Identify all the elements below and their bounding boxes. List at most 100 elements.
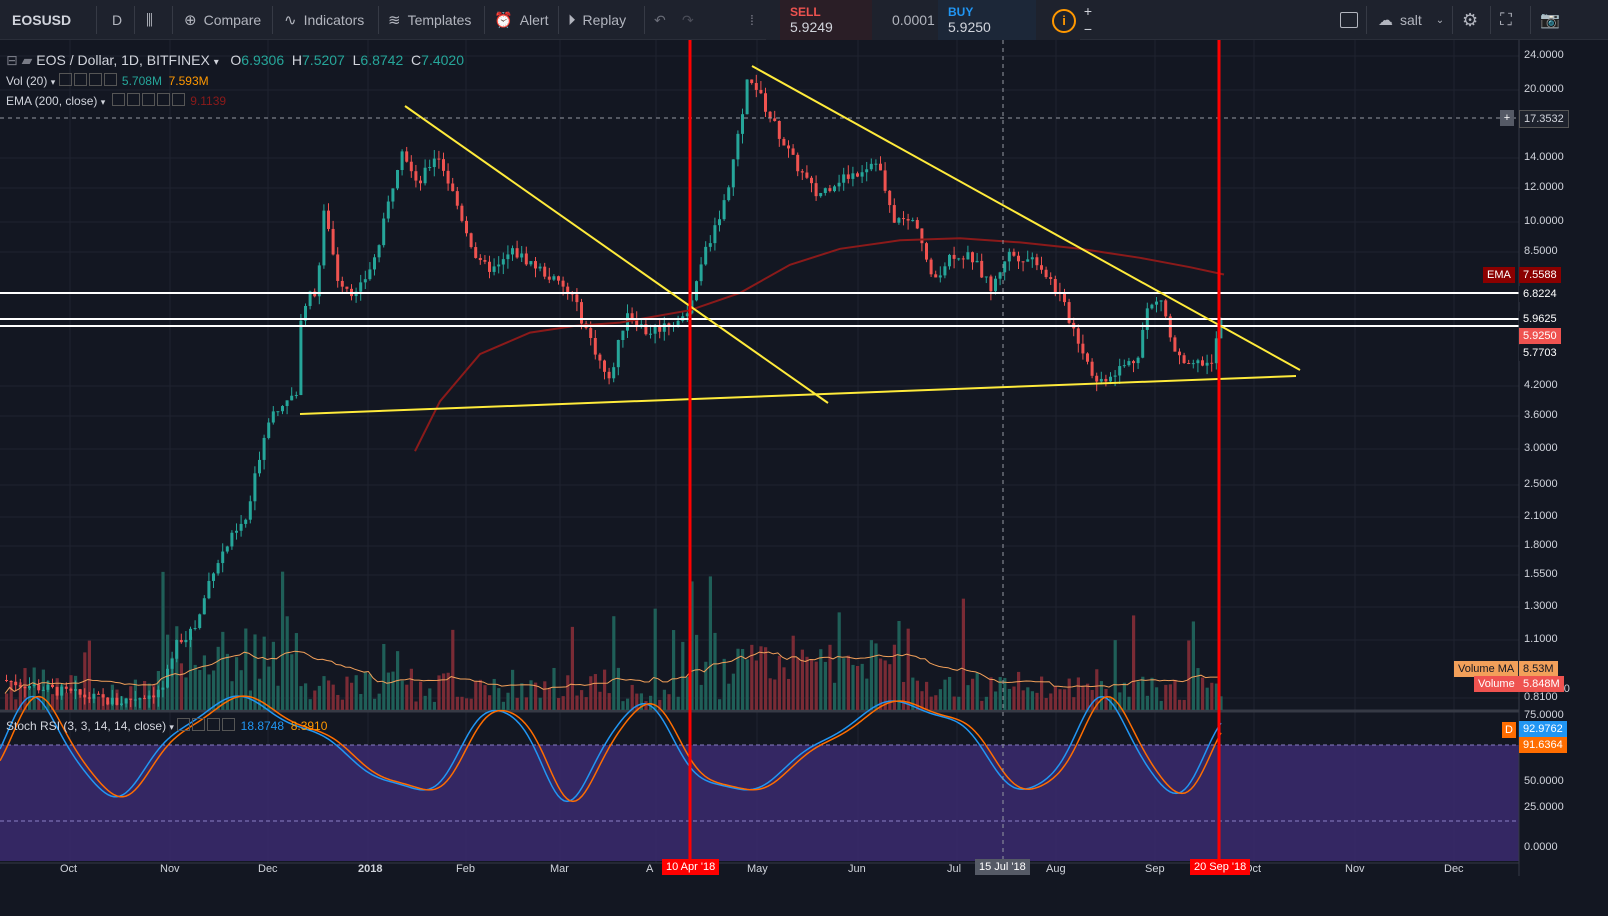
candle-body bbox=[543, 266, 547, 277]
candle-body bbox=[143, 698, 146, 700]
layout-button[interactable]: ☁ salt ⌄ bbox=[1378, 0, 1444, 40]
chevron-down-icon[interactable]: ▾ bbox=[100, 97, 106, 107]
candle-body bbox=[308, 291, 312, 306]
volume-bar bbox=[520, 683, 524, 710]
chevron-down-icon[interactable]: ▾ bbox=[213, 57, 219, 68]
candle-body bbox=[934, 274, 938, 278]
trendline-descending-1[interactable] bbox=[404, 105, 829, 404]
candle-body bbox=[1187, 362, 1191, 364]
buy-label: BUY bbox=[948, 5, 974, 19]
candle-body bbox=[1081, 343, 1085, 354]
price-tick: 12.0000 bbox=[1524, 181, 1564, 193]
close-icon[interactable] bbox=[103, 73, 117, 86]
fullscreen-square-button[interactable] bbox=[1340, 0, 1358, 40]
volume-bar bbox=[290, 654, 294, 710]
plus-icon[interactable]: + bbox=[1080, 2, 1096, 20]
volume-bar bbox=[695, 634, 699, 710]
time-tick: Aug bbox=[1046, 863, 1066, 875]
level1-price-tag: 6.8224 bbox=[1519, 286, 1561, 302]
volume-bar bbox=[474, 680, 478, 710]
sell-button[interactable]: SELL 5.9249 bbox=[780, 0, 872, 40]
interval-button[interactable]: D bbox=[112, 0, 122, 40]
volume-bar bbox=[598, 691, 602, 710]
symbol-title[interactable]: EOS / Dollar, 1D, BITFINEX bbox=[36, 52, 210, 68]
volume-bar bbox=[32, 667, 36, 710]
plus-icon[interactable] bbox=[207, 718, 221, 731]
candle-body bbox=[147, 695, 151, 699]
candle-body bbox=[984, 276, 988, 278]
eye-icon[interactable] bbox=[111, 93, 125, 106]
candle-body bbox=[810, 177, 813, 184]
volume-bar bbox=[529, 680, 533, 710]
gear-icon[interactable] bbox=[126, 93, 140, 106]
alert-button[interactable]: ⏰ Alert bbox=[494, 0, 548, 40]
gear-icon[interactable] bbox=[73, 73, 87, 86]
candle-body bbox=[83, 694, 87, 698]
eye-icon[interactable] bbox=[58, 73, 72, 86]
symbol-search[interactable]: EOSUSD bbox=[12, 0, 71, 40]
settings-button[interactable]: ⚙ bbox=[1462, 0, 1485, 40]
candle-body bbox=[152, 695, 156, 698]
volume-bar bbox=[810, 659, 814, 710]
candle-body bbox=[216, 563, 220, 574]
buy-button[interactable]: BUY 5.9250 bbox=[938, 0, 1036, 40]
candle-body bbox=[1021, 261, 1025, 263]
volume-bar bbox=[1040, 676, 1044, 710]
ema-indicator-label[interactable]: EMA (200, close) bbox=[6, 94, 98, 108]
square-icon[interactable] bbox=[141, 93, 155, 106]
fullscreen-button[interactable]: ⛶ bbox=[1500, 0, 1519, 40]
candle-body bbox=[1030, 257, 1034, 260]
stoch-rsi-label[interactable]: Stoch RSI (3, 3, 14, 14, close) bbox=[6, 719, 167, 733]
plus-icon[interactable] bbox=[88, 73, 102, 86]
trendline-support[interactable] bbox=[299, 375, 1297, 415]
trendline-descending-2[interactable] bbox=[751, 65, 1301, 371]
candle-body bbox=[189, 628, 192, 640]
volume-bar bbox=[828, 644, 832, 710]
snapshot-button[interactable]: 📷 bbox=[1540, 0, 1567, 40]
info-icon[interactable]: i bbox=[1052, 9, 1076, 33]
collapse-icon[interactable]: ⊟ bbox=[6, 52, 18, 68]
eye-icon[interactable] bbox=[177, 718, 191, 731]
minus-icon[interactable]: − bbox=[1080, 20, 1096, 38]
candle-body bbox=[221, 551, 225, 564]
volume-bar bbox=[97, 696, 101, 710]
drag-handle-icon[interactable]: ⁞ bbox=[750, 12, 754, 28]
candle-body bbox=[938, 275, 942, 278]
volume-bar bbox=[534, 682, 538, 710]
replay-button[interactable]: ⏵ Replay bbox=[568, 0, 626, 40]
candle-body bbox=[520, 253, 524, 258]
volume-bar bbox=[768, 678, 772, 710]
candle-body bbox=[248, 501, 252, 520]
plus-icon[interactable] bbox=[156, 93, 170, 106]
volume-bar bbox=[1113, 640, 1117, 710]
volume-bar bbox=[754, 660, 758, 710]
chart-type-button[interactable]: ⫼ bbox=[146, 0, 160, 40]
volume-bar bbox=[317, 685, 321, 710]
candle-body bbox=[193, 627, 197, 629]
close-icon[interactable] bbox=[171, 93, 185, 106]
undo-icon: ↶ bbox=[654, 11, 666, 28]
close-icon[interactable] bbox=[222, 718, 236, 731]
compare-button[interactable]: ⊕ Compare bbox=[184, 0, 261, 40]
volume-indicator-label[interactable]: Vol (20) bbox=[6, 74, 48, 88]
price-chart[interactable] bbox=[0, 40, 1608, 916]
templates-button[interactable]: ≋ Templates bbox=[388, 0, 471, 40]
chevron-down-icon[interactable]: ▾ bbox=[169, 722, 174, 732]
add-level-icon[interactable]: + bbox=[1500, 110, 1514, 126]
rsi-d-marker[interactable]: D bbox=[1502, 722, 1516, 738]
indicators-button[interactable]: ∿ Indicators bbox=[284, 0, 364, 40]
candle-body bbox=[400, 151, 404, 171]
level3-price-tag: 5.7703 bbox=[1519, 345, 1561, 361]
candle-body bbox=[1205, 362, 1209, 366]
candle-body bbox=[428, 167, 432, 169]
volume-bar bbox=[865, 678, 869, 710]
gear-icon[interactable] bbox=[192, 718, 206, 731]
chevron-down-icon[interactable]: ▾ bbox=[50, 77, 56, 87]
low-label: L bbox=[352, 52, 361, 68]
undo-button[interactable]: ↶ bbox=[654, 0, 666, 40]
indicators-label: Indicators bbox=[303, 12, 365, 28]
redo-button[interactable]: ↷ bbox=[682, 0, 694, 40]
candle-body bbox=[975, 260, 979, 263]
volume-bar bbox=[897, 621, 901, 710]
candle-body bbox=[869, 163, 873, 170]
